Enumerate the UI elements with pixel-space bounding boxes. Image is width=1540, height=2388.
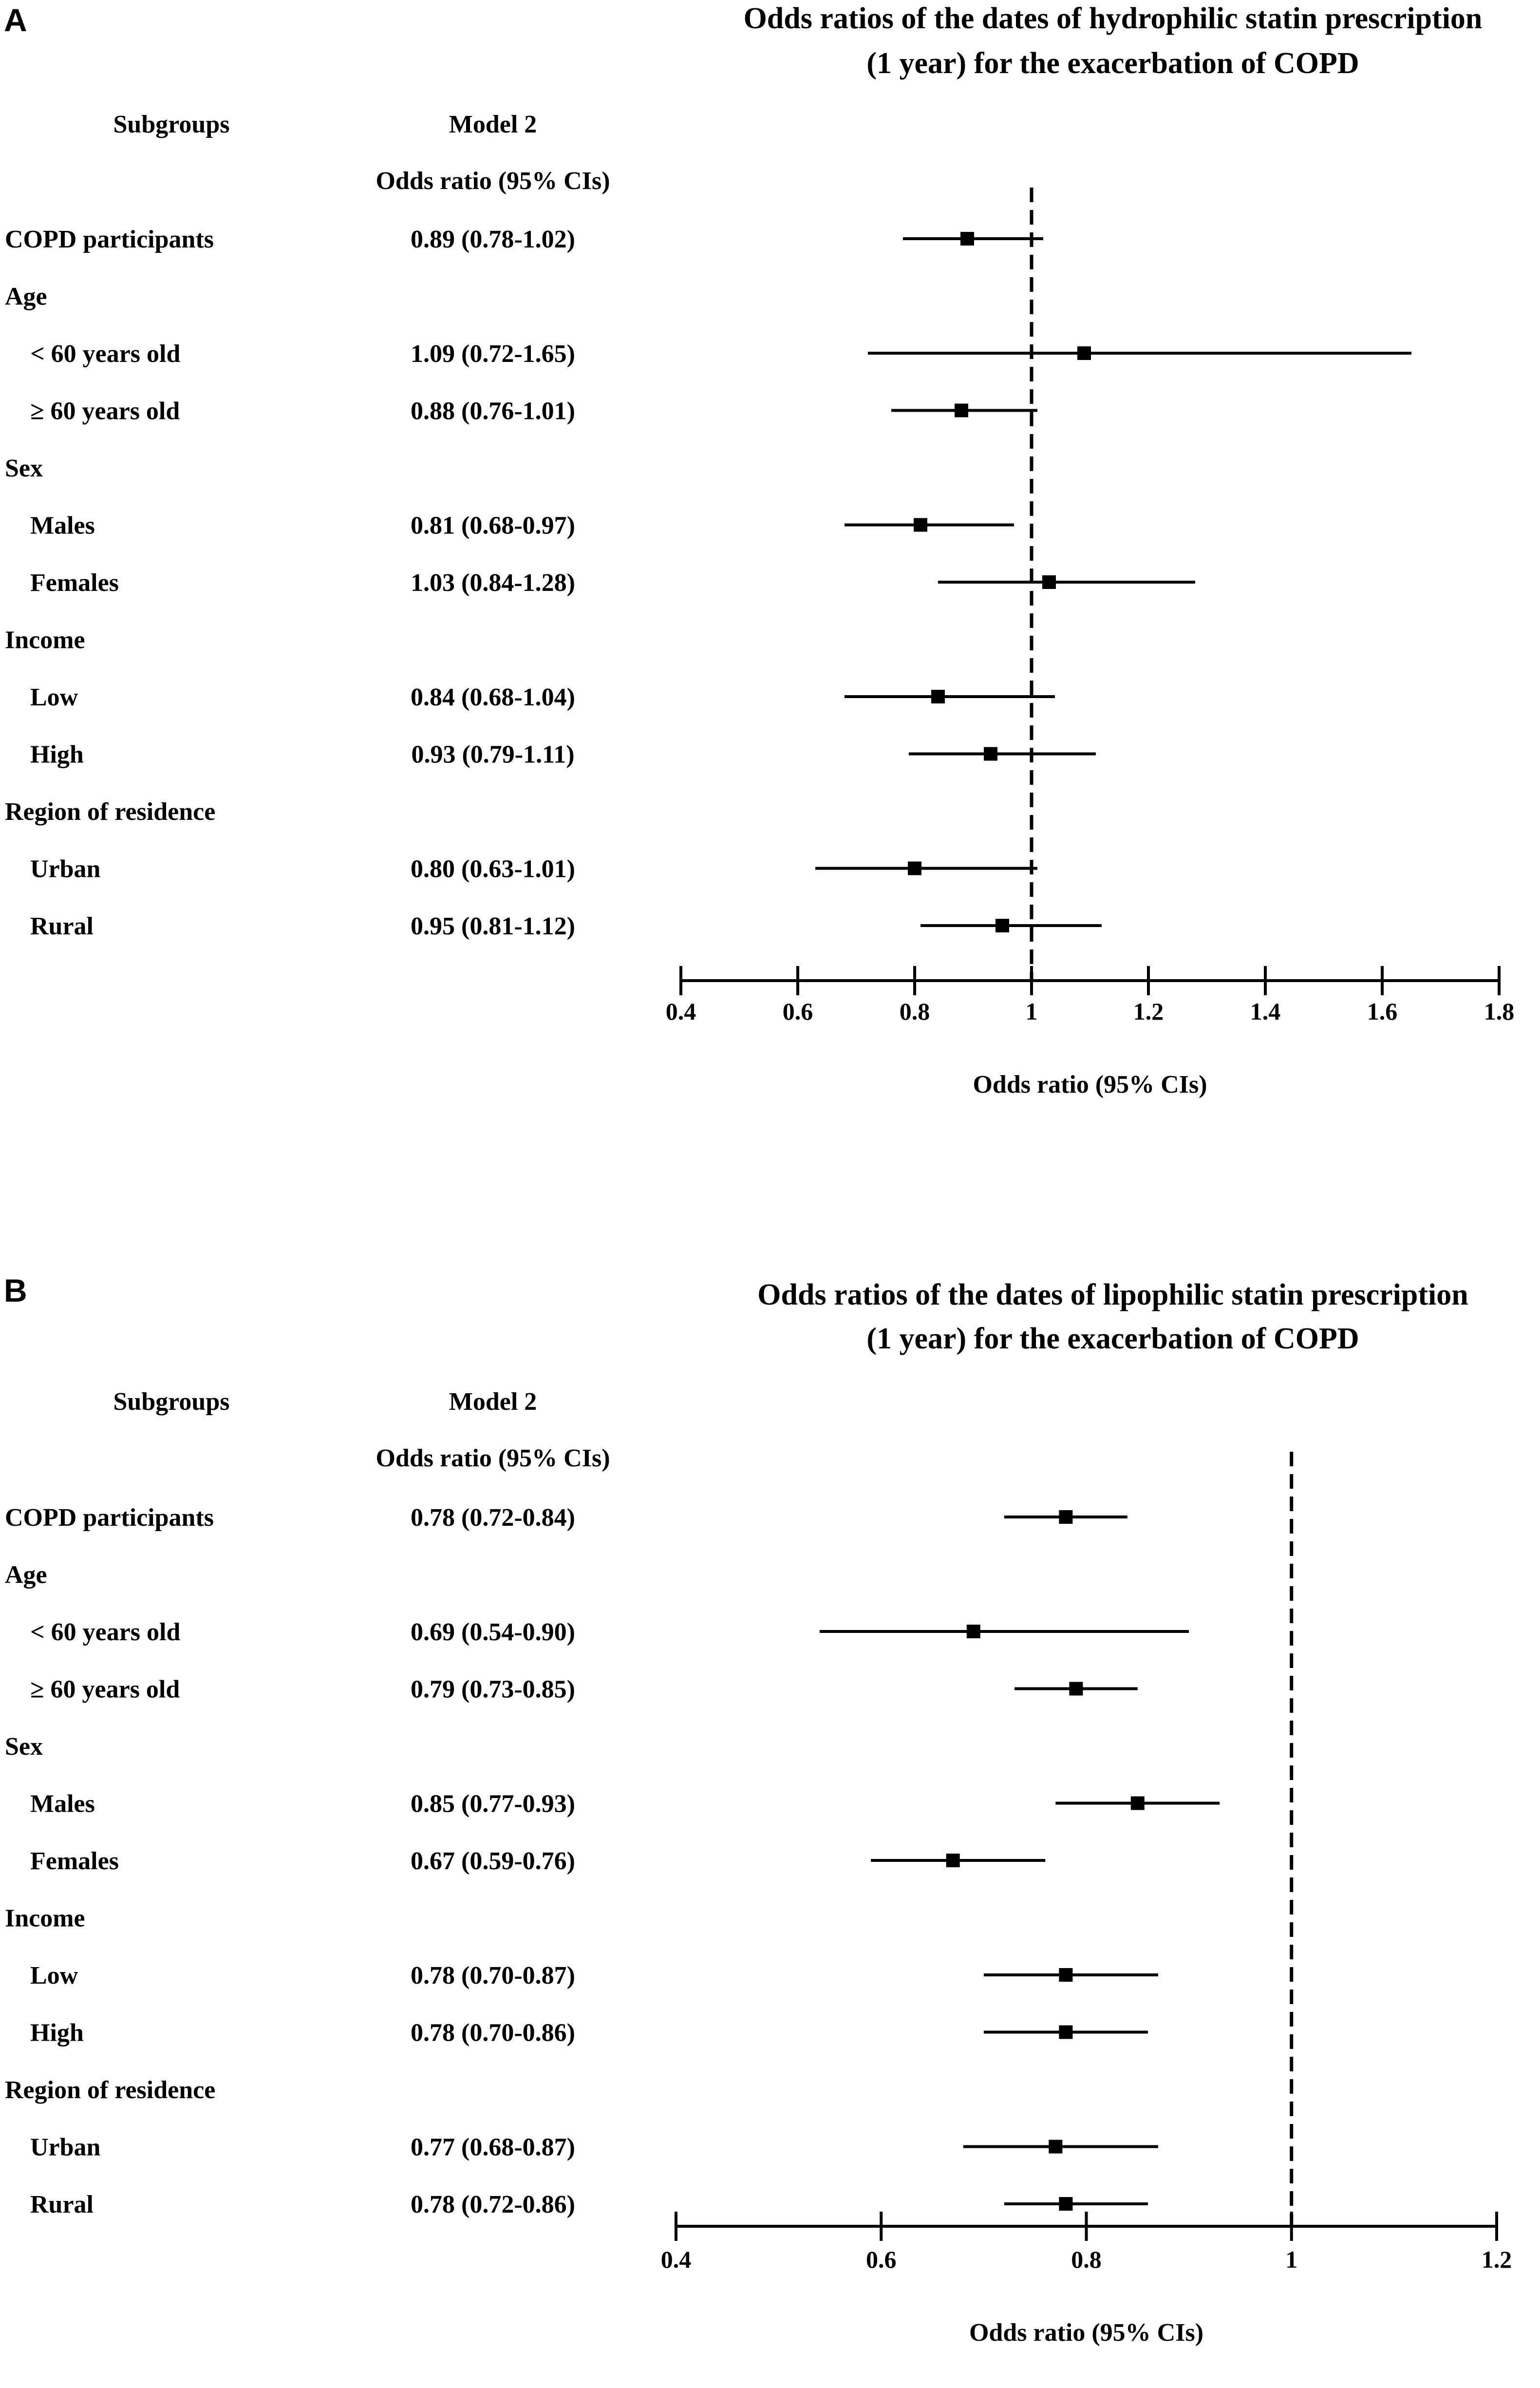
forest-plot-panel-a: A Odds ratios of the dates of hydrophilic… <box>4 2 1515 1099</box>
x-tick-label: 1.8 <box>1484 998 1515 1025</box>
x-tick-label: 0.6 <box>783 998 813 1025</box>
odds-ratio-value: 0.67 (0.59-0.76) <box>411 1847 575 1875</box>
subgroup-label: < 60 years old <box>30 340 180 368</box>
subgroup-label: Region of residence <box>5 2076 215 2104</box>
point-estimate <box>966 1625 980 1638</box>
subgroup-label: ≥ 60 years old <box>30 398 180 425</box>
panel-label: A <box>4 2 27 38</box>
subgroup-label: Income <box>5 1905 85 1933</box>
column-header-model: Model 2 <box>449 111 537 138</box>
point-estimate <box>1049 2140 1063 2154</box>
subgroup-label: Urban <box>30 2134 101 2161</box>
subgroup-label: High <box>30 2019 84 2047</box>
forest-plot-a: A Odds ratios of the dates of hydrophilic… <box>4 2 1515 1099</box>
point-estimate <box>1059 2197 1073 2211</box>
forest-plot-b: B Odds ratios of the dates of lipophilic … <box>4 1272 1512 2347</box>
subgroup-label: Females <box>30 569 119 597</box>
point-estimate <box>955 403 968 417</box>
odds-ratio-value: 0.95 (0.81-1.12) <box>411 912 575 940</box>
subgroup-label: COPD participants <box>5 226 214 253</box>
panel-label: B <box>4 1272 27 1308</box>
subgroup-label: Income <box>5 626 85 654</box>
x-tick-label: 0.4 <box>661 2246 692 2273</box>
point-estimate <box>1059 1510 1073 1524</box>
x-axis-label: Odds ratio (95% CIs) <box>973 1071 1207 1099</box>
x-axis-label: Odds ratio (95% CIs) <box>969 2319 1203 2347</box>
odds-ratio-value: 0.84 (0.68-1.04) <box>411 683 575 711</box>
odds-ratio-value: 0.85 (0.77-0.93) <box>411 1790 575 1818</box>
x-tick-label: 1.2 <box>1133 998 1164 1025</box>
odds-ratio-value: 0.89 (0.78-1.02) <box>411 226 575 253</box>
point-estimate <box>995 919 1009 932</box>
subgroup-label: Rural <box>30 2191 94 2218</box>
point-estimate <box>1069 1682 1083 1696</box>
odds-ratio-value: 0.81 (0.68-0.97) <box>411 512 575 540</box>
forest-plot-panel-b: B Odds ratios of the dates of lipophilic … <box>0 1194 1540 2388</box>
odds-ratio-value: 0.78 (0.72-0.84) <box>411 1504 575 1532</box>
x-tick-label: 1 <box>1285 2246 1297 2273</box>
point-estimate <box>960 232 974 246</box>
chart-title-line2: (1 year) for the exacerbation of COPD <box>866 1322 1359 1355</box>
odds-ratio-value: 0.78 (0.72-0.86) <box>411 2191 575 2218</box>
odds-ratio-value: 1.03 (0.84-1.28) <box>411 569 575 597</box>
point-estimate <box>1059 2025 1073 2039</box>
point-estimate <box>1130 1796 1145 1810</box>
point-estimate <box>984 747 997 761</box>
odds-ratio-value: 0.79 (0.73-0.85) <box>411 1676 575 1704</box>
chart-title-line1: Odds ratios of the dates of hydrophilic … <box>744 2 1483 35</box>
point-estimate <box>908 861 921 875</box>
point-estimate <box>1042 575 1056 589</box>
subgroup-label: Sex <box>5 1733 43 1761</box>
x-tick-label: 0.8 <box>1071 2246 1102 2273</box>
subgroup-label: Age <box>5 283 47 311</box>
odds-ratio-value: 0.78 (0.70-0.86) <box>411 2019 575 2047</box>
column-header-subgroups: Subgroups <box>113 1388 230 1416</box>
column-header-subgroups: Subgroups <box>113 111 230 138</box>
subgroup-label: Low <box>30 1962 78 1990</box>
subgroup-label: COPD participants <box>5 1504 214 1532</box>
subgroup-label: High <box>30 741 84 769</box>
subgroup-label: ≥ 60 years old <box>30 1676 180 1704</box>
odds-ratio-value: 1.09 (0.72-1.65) <box>411 340 575 368</box>
point-estimate <box>931 690 945 703</box>
subgroup-label: Males <box>30 1790 95 1818</box>
column-header-model: Model 2 <box>449 1388 537 1416</box>
subgroup-label: Rural <box>30 912 94 940</box>
x-tick-label: 1.2 <box>1482 2246 1512 2273</box>
subgroup-label: Region of residence <box>5 798 215 826</box>
subgroup-label: Females <box>30 1847 119 1875</box>
x-tick-label: 1 <box>1026 998 1038 1025</box>
chart-title-line1: Odds ratios of the dates of lipophilic s… <box>757 1278 1468 1311</box>
subgroup-label: Age <box>5 1561 47 1589</box>
odds-ratio-value: 0.88 (0.76-1.01) <box>411 398 575 425</box>
subgroup-label: Low <box>30 683 78 711</box>
column-header-odds-ratio: Odds ratio (95% CIs) <box>376 167 610 195</box>
x-tick-label: 0.4 <box>666 998 696 1025</box>
odds-ratio-value: 0.93 (0.79-1.11) <box>411 741 574 769</box>
odds-ratio-value: 0.78 (0.70-0.87) <box>411 1962 575 1990</box>
subgroup-label: < 60 years old <box>30 1618 180 1646</box>
odds-ratio-value: 0.69 (0.54-0.90) <box>411 1618 575 1646</box>
subgroup-label: Sex <box>5 455 43 482</box>
point-estimate <box>914 518 927 532</box>
column-header-odds-ratio: Odds ratio (95% CIs) <box>376 1444 610 1472</box>
subgroup-label: Urban <box>30 855 101 883</box>
point-estimate <box>946 1854 960 1867</box>
odds-ratio-value: 0.80 (0.63-1.01) <box>411 855 575 883</box>
chart-title-line2: (1 year) for the exacerbation of COPD <box>866 47 1359 80</box>
x-tick-label: 0.8 <box>900 998 930 1025</box>
x-tick-label: 0.6 <box>866 2246 897 2273</box>
x-tick-label: 1.4 <box>1250 998 1281 1025</box>
subgroup-label: Males <box>30 512 95 540</box>
point-estimate <box>1059 1968 1073 1982</box>
x-tick-label: 1.6 <box>1367 998 1398 1025</box>
point-estimate <box>1077 346 1091 360</box>
odds-ratio-value: 0.77 (0.68-0.87) <box>411 2134 575 2161</box>
